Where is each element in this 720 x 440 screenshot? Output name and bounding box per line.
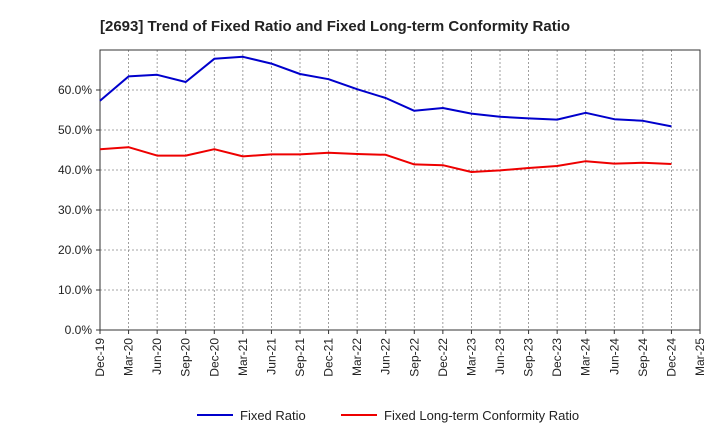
plot-area [99,49,701,331]
y-tick-label: 50.0% [58,123,92,137]
x-tick-label: Dec-19 [93,338,107,377]
x-tick-label: Sep-23 [522,338,536,377]
x-tick-label: Mar-24 [579,338,593,376]
x-tick-label: Mar-20 [122,338,136,376]
legend: Fixed Ratio Fixed Long-term Conformity Ra… [197,408,579,423]
chart-title: [2693] Trend of Fixed Ratio and Fixed Lo… [100,18,570,35]
x-tick-label: Mar-25 [693,338,707,376]
x-tick-label: Dec-24 [664,338,678,377]
y-tick-label: 30.0% [58,203,92,217]
y-tick-label: 20.0% [58,243,92,257]
series-line-1 [99,55,672,128]
x-tick-label: Sep-20 [179,338,193,377]
x-tick-label: Dec-22 [436,338,450,377]
x-tick-label: Mar-22 [350,338,364,376]
legend-label: Fixed Ratio [240,408,306,423]
series-line-2 [99,146,672,173]
x-tick-label: Mar-21 [236,338,250,376]
y-axis: 0.0% 10.0% 20.0% 30.0% 40.0% 50.0% 60.0% [58,83,100,337]
x-tick-label: Sep-22 [407,338,421,377]
x-tick-label: Mar-23 [464,338,478,376]
chart-grid [100,50,700,330]
legend-label: Fixed Long-term Conformity Ratio [384,408,579,423]
y-tick-label: 60.0% [58,83,92,97]
x-tick-label: Jun-24 [607,338,621,375]
x-tick-label: Jun-21 [264,338,278,375]
x-axis: Dec-19 Mar-20 Jun-20 Sep-20 Dec-20 Mar-21 Jun-… [93,330,707,377]
y-tick-label: 10.0% [58,283,92,297]
x-tick-label: Jun-22 [379,338,393,375]
y-tick-label: 40.0% [58,163,92,177]
series-group [99,55,672,173]
x-tick-label: Jun-20 [150,338,164,375]
x-tick-label: Jun-23 [493,338,507,375]
x-tick-label: Dec-20 [207,338,221,377]
x-tick-label: Dec-23 [550,338,564,377]
x-tick-label: Dec-21 [322,338,336,377]
x-tick-label: Sep-21 [293,338,307,377]
y-tick-label: 0.0% [65,323,93,337]
x-tick-label: Sep-24 [636,338,650,377]
